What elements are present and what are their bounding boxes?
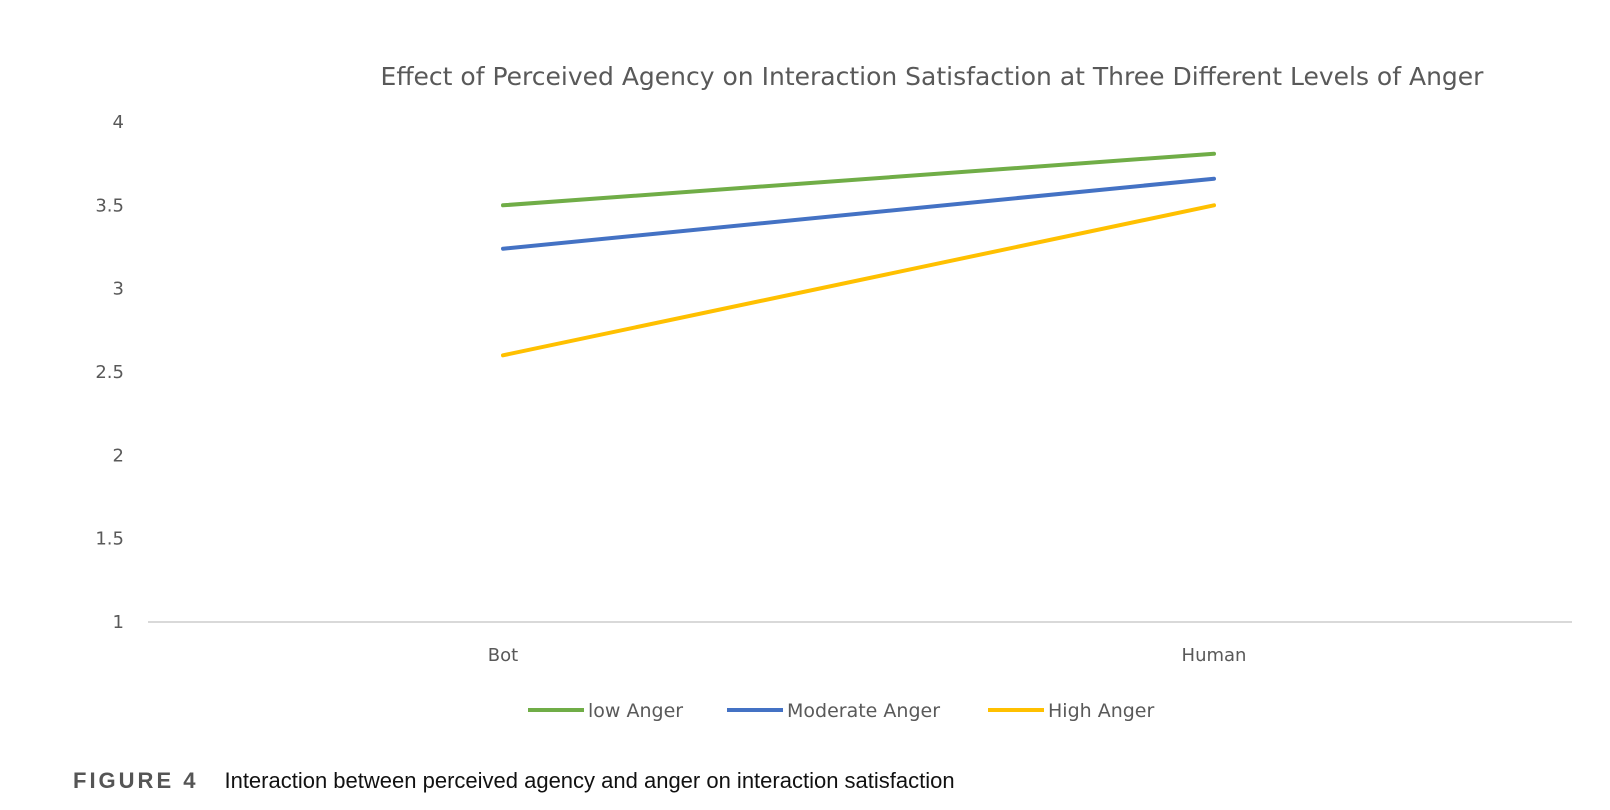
series-line-high-anger	[501, 203, 1216, 358]
legend: low Anger Moderate Anger High Anger	[528, 700, 1154, 722]
series-lines	[501, 151, 1216, 358]
y-tick-label: 2.5	[95, 362, 124, 383]
x-tick-label: Human	[1182, 645, 1247, 666]
y-tick-label: 1	[113, 612, 124, 633]
chart-area: Effect of Perceived Agency on Interactio…	[95, 62, 1572, 722]
y-axis-ticks: 1 1.5 2 2.5 3 3.5 4	[95, 112, 124, 633]
line-chart: Effect of Perceived Agency on Interactio…	[95, 62, 1572, 722]
series-line-moderate-anger	[501, 176, 1216, 251]
legend-label-high-anger: High Anger	[1048, 700, 1154, 722]
y-tick-label: 1.5	[95, 529, 124, 550]
y-tick-label: 4	[113, 112, 124, 133]
caption-text: Interaction between perceived agency and…	[224, 768, 955, 793]
figure-caption: FIGURE 4 Interaction between perceived ag…	[73, 768, 955, 794]
series-line-low-anger	[501, 151, 1216, 208]
legend-label-moderate-anger: Moderate Anger	[787, 700, 940, 722]
x-tick-label: Bot	[488, 645, 518, 666]
y-tick-label: 3	[113, 279, 124, 300]
legend-label-low-anger: low Anger	[588, 700, 683, 722]
y-tick-label: 3.5	[95, 195, 124, 216]
figure-label: FIGURE 4	[73, 768, 199, 793]
x-axis-ticks: Bot Human	[488, 645, 1247, 666]
chart-title: Effect of Perceived Agency on Interactio…	[381, 62, 1485, 91]
y-tick-label: 2	[113, 445, 124, 466]
